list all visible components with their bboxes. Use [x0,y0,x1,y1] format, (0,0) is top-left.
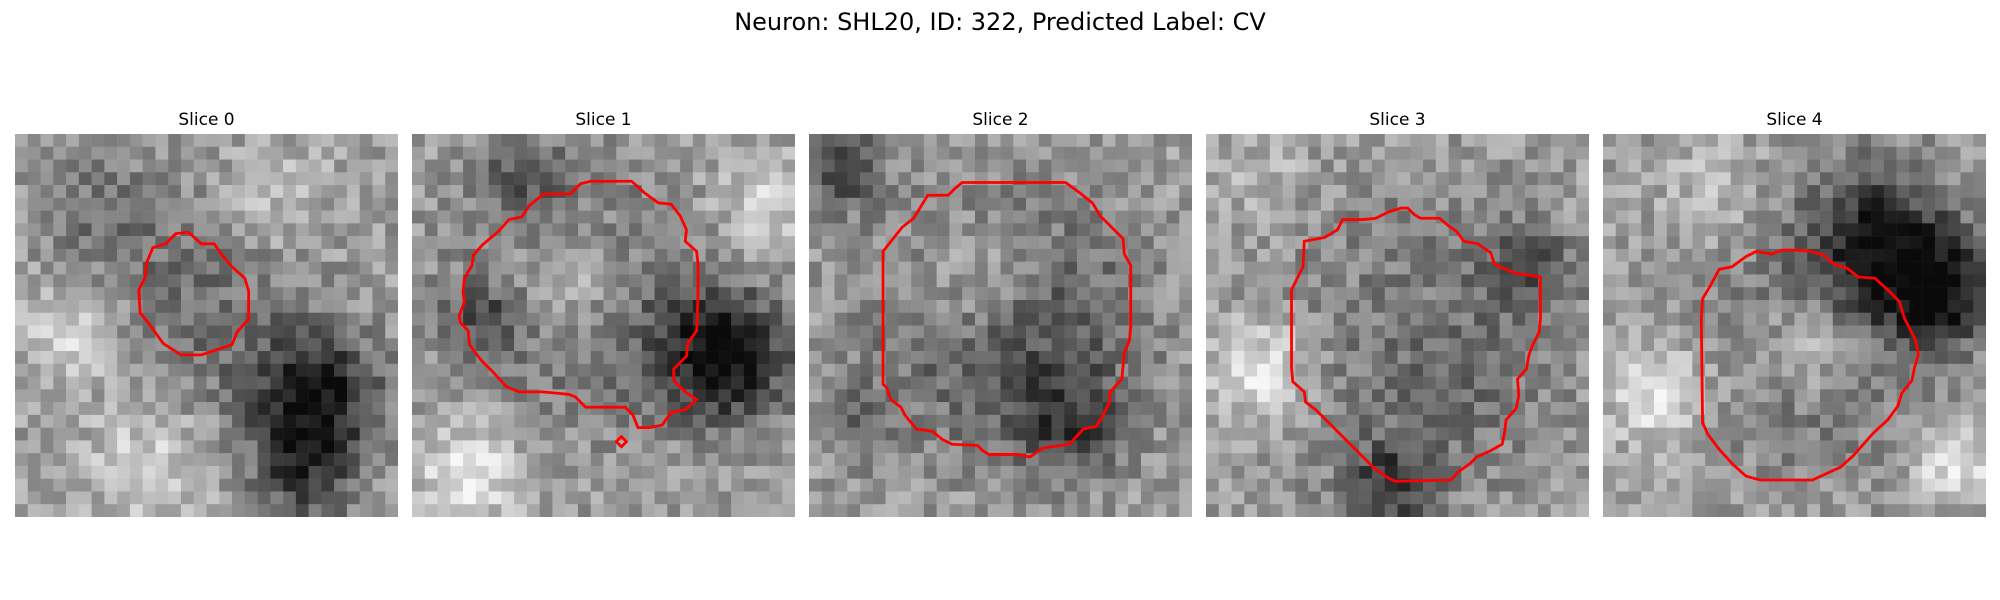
contour-1 [457,179,700,449]
pixel-grid-2 [809,134,1192,517]
pixel-grid-3 [1206,134,1589,517]
slice-title-1: Slice 1 [575,110,632,130]
pixel-grid-1 [412,134,795,517]
slice-title-0: Slice 0 [178,110,235,130]
slice-image-2 [809,134,1192,517]
slice-image-0 [15,134,398,517]
slice-panel-4: Slice 4 [1603,110,1986,517]
slice-title-3: Slice 3 [1369,110,1426,130]
slice-title-4: Slice 4 [1766,110,1823,130]
slice-panel-0: Slice 0 [15,110,398,517]
slice-image-1 [412,134,795,517]
contour-0 [137,230,251,357]
slice-image-3 [1206,134,1589,517]
figure-title: Neuron: SHL20, ID: 322, Predicted Label:… [734,8,1266,36]
slice-panel-3: Slice 3 [1206,110,1589,517]
contour-2 [881,181,1133,459]
contour-4 [1699,248,1920,482]
contour-3 [1290,206,1542,483]
slice-panel-2: Slice 2 [809,110,1192,517]
slice-image-4 [1603,134,1986,517]
pixel-grid-0 [15,134,398,517]
slice-title-2: Slice 2 [972,110,1029,130]
pixel-grid-4 [1603,134,1986,517]
slice-panel-1: Slice 1 [412,110,795,517]
